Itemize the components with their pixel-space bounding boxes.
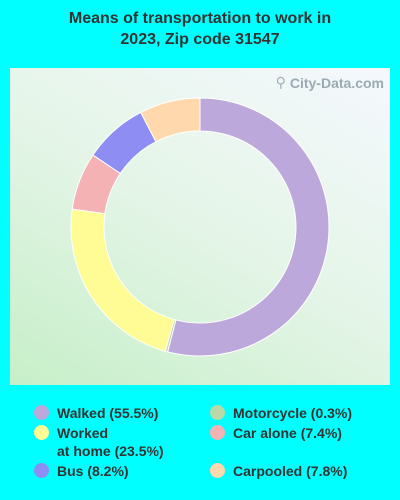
donut-chart [70,97,330,357]
legend-swatch-carpooled [210,463,225,478]
legend-item-bus: Bus (8.2%) [34,462,129,480]
chart-title: Means of transportation to work in 2023,… [0,8,400,50]
magnifier-icon: ⚲ [275,74,286,90]
slice-worked-at-home [70,208,175,352]
legend-label-walked: Walked (55.5%) [57,404,158,422]
legend-label-line: Worked [57,425,109,441]
slice-carpooled [140,97,201,143]
legend-swatch-worked-at-home [34,425,49,440]
legend-item-car-alone: Car alone (7.4%) [210,424,342,442]
legend: Walked (55.5%) Worked at home (23.5%) Bus (… [0,400,400,500]
legend-item-worked-at-home: Worked at home (23.5%) [34,424,164,460]
legend-label-line: Walked (55.5%) [57,405,159,421]
legend-label-line: Car alone (7.4%) [233,425,342,441]
watermark: ⚲ City-Data.com [276,74,384,91]
legend-label-carpooled: Carpooled (7.8%) [233,462,347,480]
chart-title-line-1: Means of transportation to work in [68,10,332,27]
chart-title-line-2: 2023, Zip code 31547 [120,31,280,48]
donut-slices [70,97,330,357]
legend-label-line: Motorcycle (0.3%) [233,405,353,421]
legend-item-motorcycle: Motorcycle (0.3%) [210,404,352,422]
legend-label-car-alone: Car alone (7.4%) [233,424,342,442]
legend-label-bus: Bus (8.2%) [57,462,129,480]
legend-item-carpooled: Carpooled (7.8%) [210,462,347,480]
legend-label-worked-at-home: Worked at home (23.5%) [57,424,164,460]
legend-label-motorcycle: Motorcycle (0.3%) [233,404,352,422]
legend-swatch-bus [34,463,49,478]
legend-label-line: Bus (8.2%) [57,463,129,479]
legend-label-line: at home (23.5%) [57,443,164,459]
legend-swatch-car-alone [210,425,225,440]
legend-swatch-walked [34,405,49,420]
legend-item-walked: Walked (55.5%) [34,404,158,422]
legend-label-line: Carpooled (7.8%) [233,463,348,479]
watermark-text: City-Data.com [289,74,384,91]
slice-walked [166,97,330,357]
legend-swatch-motorcycle [210,405,225,420]
